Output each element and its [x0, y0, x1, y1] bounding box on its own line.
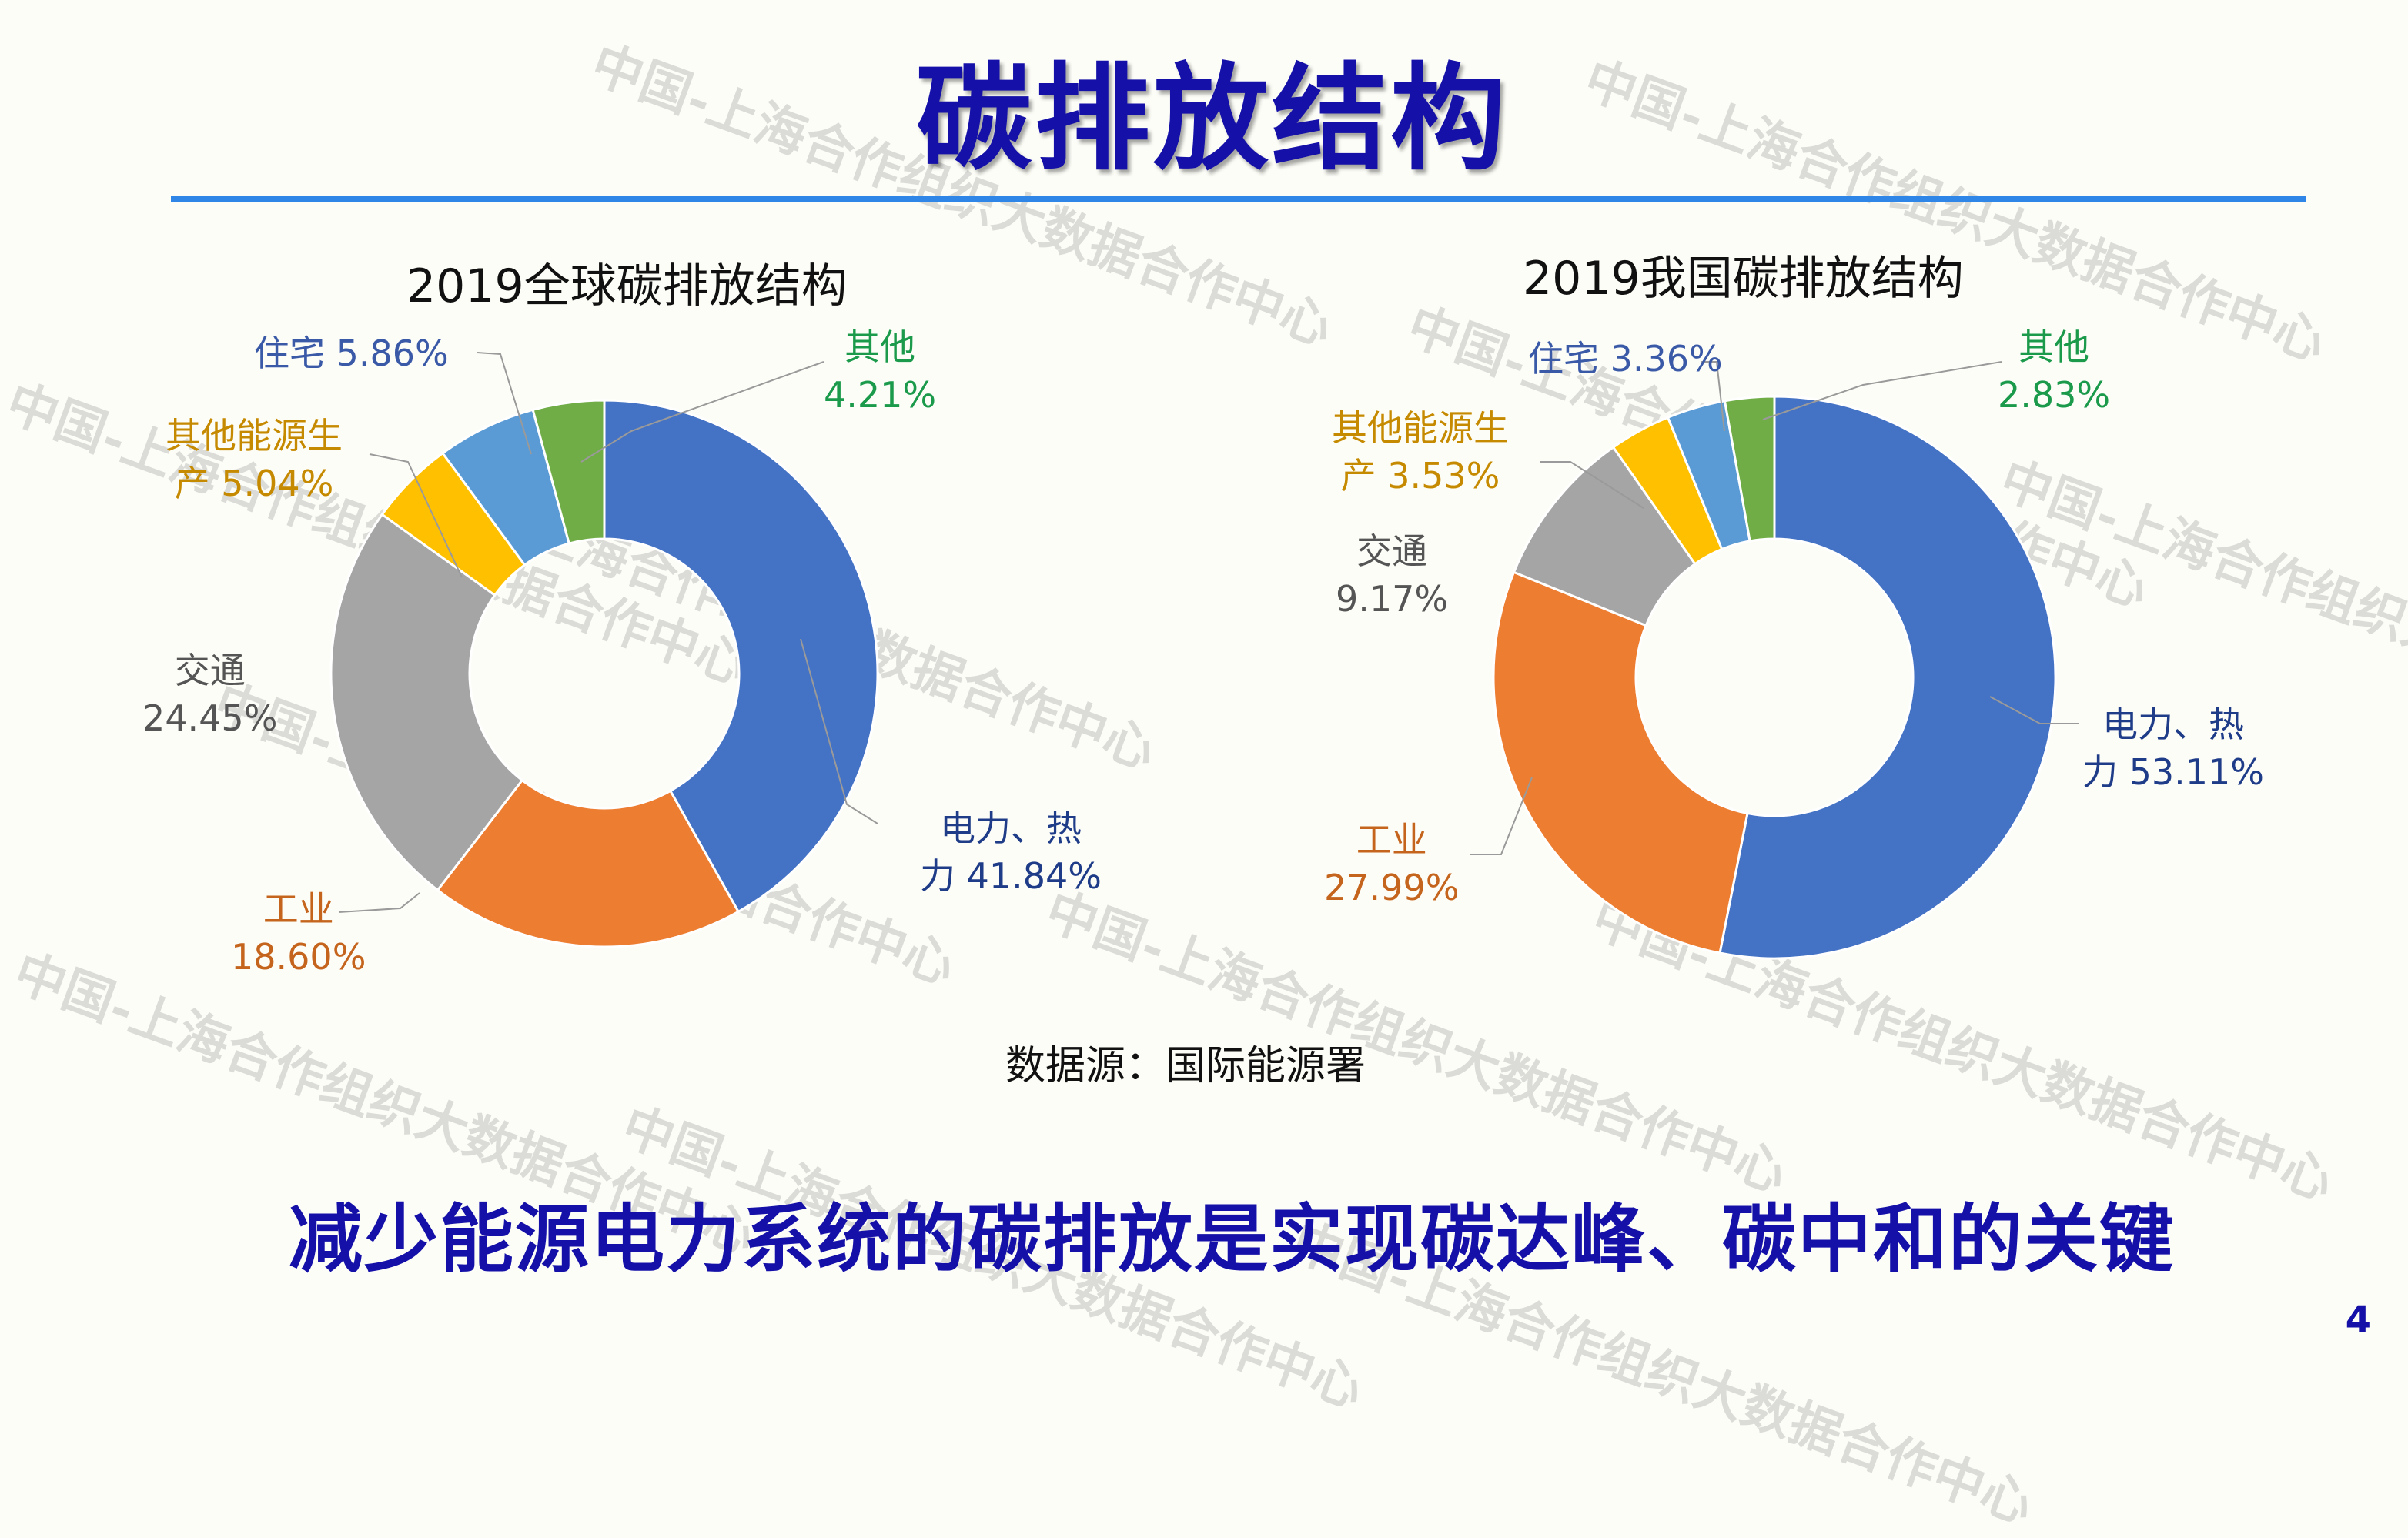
data-label-line: 4.21%	[824, 374, 937, 416]
data-label: 其他 4.21%	[824, 323, 936, 419]
data-label-line: 工业	[263, 888, 334, 930]
source-note: 数据源：国际能源署	[1005, 1043, 1366, 1089]
leader-line	[1762, 361, 2002, 420]
leader-line	[1470, 777, 1533, 855]
donut-slice	[1723, 395, 1776, 543]
data-label: 工业 18.60%	[231, 885, 366, 981]
leader-line	[1540, 461, 1644, 509]
leader-line	[338, 892, 420, 913]
data-label-line: 其他能源生	[1332, 407, 1509, 449]
data-label-line: 9.17%	[1336, 578, 1449, 620]
donut-slice	[531, 399, 606, 545]
data-label-line: 其他	[844, 326, 916, 368]
donut-chart-global	[329, 352, 879, 948]
data-label-line: 力 41.84%	[920, 855, 1102, 897]
leader-line	[1701, 361, 1725, 432]
donut-slice	[603, 399, 879, 914]
data-label-line: 产 3.53%	[1340, 455, 1500, 497]
conclusion-statement: 减少能源电力系统的碳排放是实现碳达峰、碳中和的关键	[289, 1196, 2175, 1282]
slide-title: 碳排放结构	[915, 52, 1509, 186]
title-divider	[171, 196, 2306, 202]
data-label-line: 交通	[174, 650, 246, 691]
data-label: 工业 27.99%	[1324, 816, 1459, 911]
leader-line	[369, 453, 463, 578]
chart-title-china: 2019我国碳排放结构	[1523, 252, 1964, 306]
donut-charts	[329, 352, 2079, 960]
data-label-line: 其他能源生	[166, 415, 343, 456]
data-label-line: 住宅 5.86%	[254, 333, 449, 374]
data-label-line: 18.60%	[231, 936, 366, 978]
donut-slice	[329, 513, 524, 892]
data-label-line: 27.99%	[1324, 867, 1460, 908]
data-label: 交通 24.45%	[142, 647, 277, 742]
data-label-line: 其他	[2018, 326, 2090, 368]
data-label-line: 电力、热	[2102, 704, 2245, 745]
donut-slice	[1492, 570, 1749, 955]
data-label: 其他能源生产 3.53%	[1332, 404, 1509, 500]
data-label-line: 交通	[1356, 530, 1428, 572]
donut-slice	[1718, 395, 2057, 960]
data-label: 交通 9.17%	[1336, 527, 1448, 623]
data-label-line: 住宅 3.36%	[1528, 338, 1723, 379]
leader-line	[580, 361, 824, 463]
donut-slice	[436, 778, 741, 948]
data-label-line: 力 53.11%	[2082, 751, 2265, 793]
data-label-line: 工业	[1356, 819, 1427, 861]
data-label: 住宅 5.86%	[254, 329, 449, 377]
data-label: 电力、热力 41.84%	[920, 804, 1102, 900]
data-label: 其他 2.83%	[1998, 323, 2110, 419]
chart-title-global: 2019全球碳排放结构	[406, 259, 848, 313]
data-label: 电力、热力 53.11%	[2082, 700, 2264, 796]
data-label-line: 电力、热	[940, 807, 1082, 849]
leader-line	[1989, 696, 2079, 724]
donut-chart-china	[1470, 361, 2079, 960]
leader-line	[800, 638, 878, 824]
slide: 中国-上海合作组织大数据合作中心 中国-上海合作组织大数据合作中心 中国-上海合作组…	[0, 33, 2408, 1535]
data-label: 其他能源生产 5.04%	[166, 412, 343, 507]
page-number: 4	[2345, 1299, 2371, 1342]
leader-line	[477, 352, 532, 455]
data-label-line: 2.83%	[1998, 374, 2111, 416]
data-label-line: 产 5.04%	[174, 463, 334, 504]
data-label-line: 24.45%	[142, 697, 278, 739]
data-label: 住宅 3.36%	[1528, 335, 1723, 383]
